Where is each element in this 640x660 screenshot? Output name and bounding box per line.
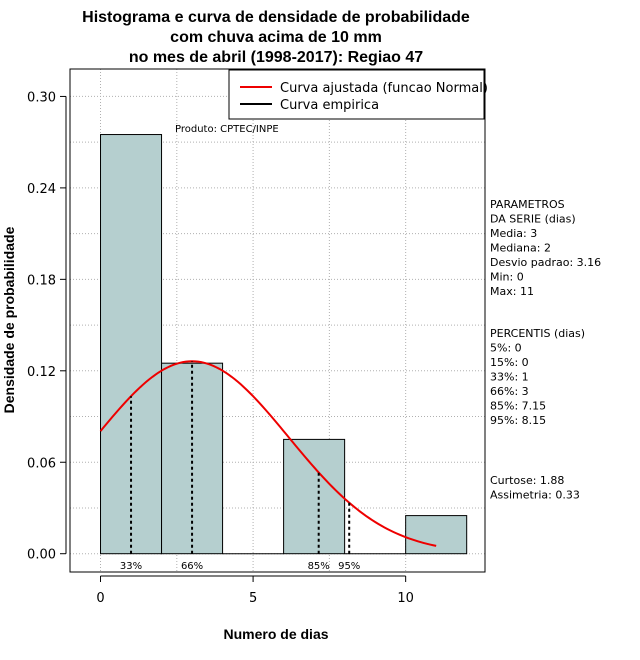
panel-line: Media: 3 (490, 227, 537, 240)
panel-line: 5%: 0 (490, 342, 522, 355)
chart-title-line: com chuva acima de 10 mm (170, 29, 382, 46)
percentile-label: 95% (338, 561, 360, 572)
panel-line: 95%: 8.15 (490, 414, 546, 427)
panel-line: PERCENTIS (dias) (490, 327, 585, 340)
chart-title: Histograma e curva de densidade de proba… (82, 9, 470, 66)
x-tick-label: 5 (249, 591, 257, 606)
y-tick-label: 0.06 (27, 456, 56, 471)
x-axis-title: Numero de dias (223, 626, 328, 642)
series-parameters-panel: PARAMETROS DA SERIE (dias) Media: 3 Media… (490, 198, 601, 502)
product-annotation: Produto: CPTEC/INPE (175, 124, 279, 135)
histogram-bars (100, 134, 468, 555)
percentile-label: 85% (308, 561, 330, 572)
x-axis: 0 5 10 (96, 575, 414, 606)
panel-line: Desvio padrao: 3.16 (490, 256, 601, 269)
y-tick-label: 0.18 (27, 273, 56, 288)
histogram-bar (161, 362, 224, 555)
y-axis: 0.00 0.06 0.12 0.18 0.24 0.30 (27, 90, 67, 563)
legend-entry-label: Curva empirica (280, 98, 379, 113)
y-tick-label: 0.24 (27, 182, 56, 197)
legend-entry-label: Curva ajustada (funcao Normal) (280, 81, 488, 96)
plot-frame (69, 68, 486, 573)
panel-line: 15%: 0 (490, 356, 529, 369)
chart-title-line: Histograma e curva de densidade de proba… (82, 9, 470, 26)
fitted-normal-curve (99, 360, 437, 547)
histogram-bar (283, 438, 346, 555)
panel-line: Max: 11 (490, 285, 534, 298)
panel-line: Mediana: 2 (490, 242, 551, 255)
panel-line: Assimetria: 0.33 (490, 489, 580, 502)
y-axis-title: Densidade de probabilidade (1, 226, 17, 413)
panel-line: 33%: 1 (490, 371, 529, 384)
percentile-label: 66% (181, 561, 203, 572)
panel-line: PARAMETROS (490, 198, 565, 211)
histogram-bar (100, 134, 163, 555)
histogram-bar (405, 515, 468, 555)
y-tick-label: 0.12 (27, 365, 56, 380)
panel-line: 66%: 3 (490, 385, 529, 398)
legend: Curva ajustada (funcao Normal) Curva empi… (228, 69, 488, 120)
panel-line: Min: 0 (490, 271, 524, 284)
y-tick-label: 0.00 (27, 548, 56, 563)
percentile-markers: 33% 66% 85% 95% (120, 361, 360, 572)
chart-title-line: no mes de abril (1998-2017): Regiao 47 (129, 49, 423, 66)
panel-line: 85%: 7.15 (490, 400, 546, 413)
panel-line: Curtose: 1.88 (490, 474, 564, 487)
fitted-curve-layer (99, 360, 437, 547)
percentile-label: 33% (120, 561, 142, 572)
y-tick-label: 0.30 (27, 90, 56, 105)
x-tick-label: 0 (96, 591, 104, 606)
x-tick-label: 10 (397, 591, 414, 606)
panel-line: DA SERIE (dias) (490, 213, 576, 226)
legend-box (228, 69, 485, 120)
